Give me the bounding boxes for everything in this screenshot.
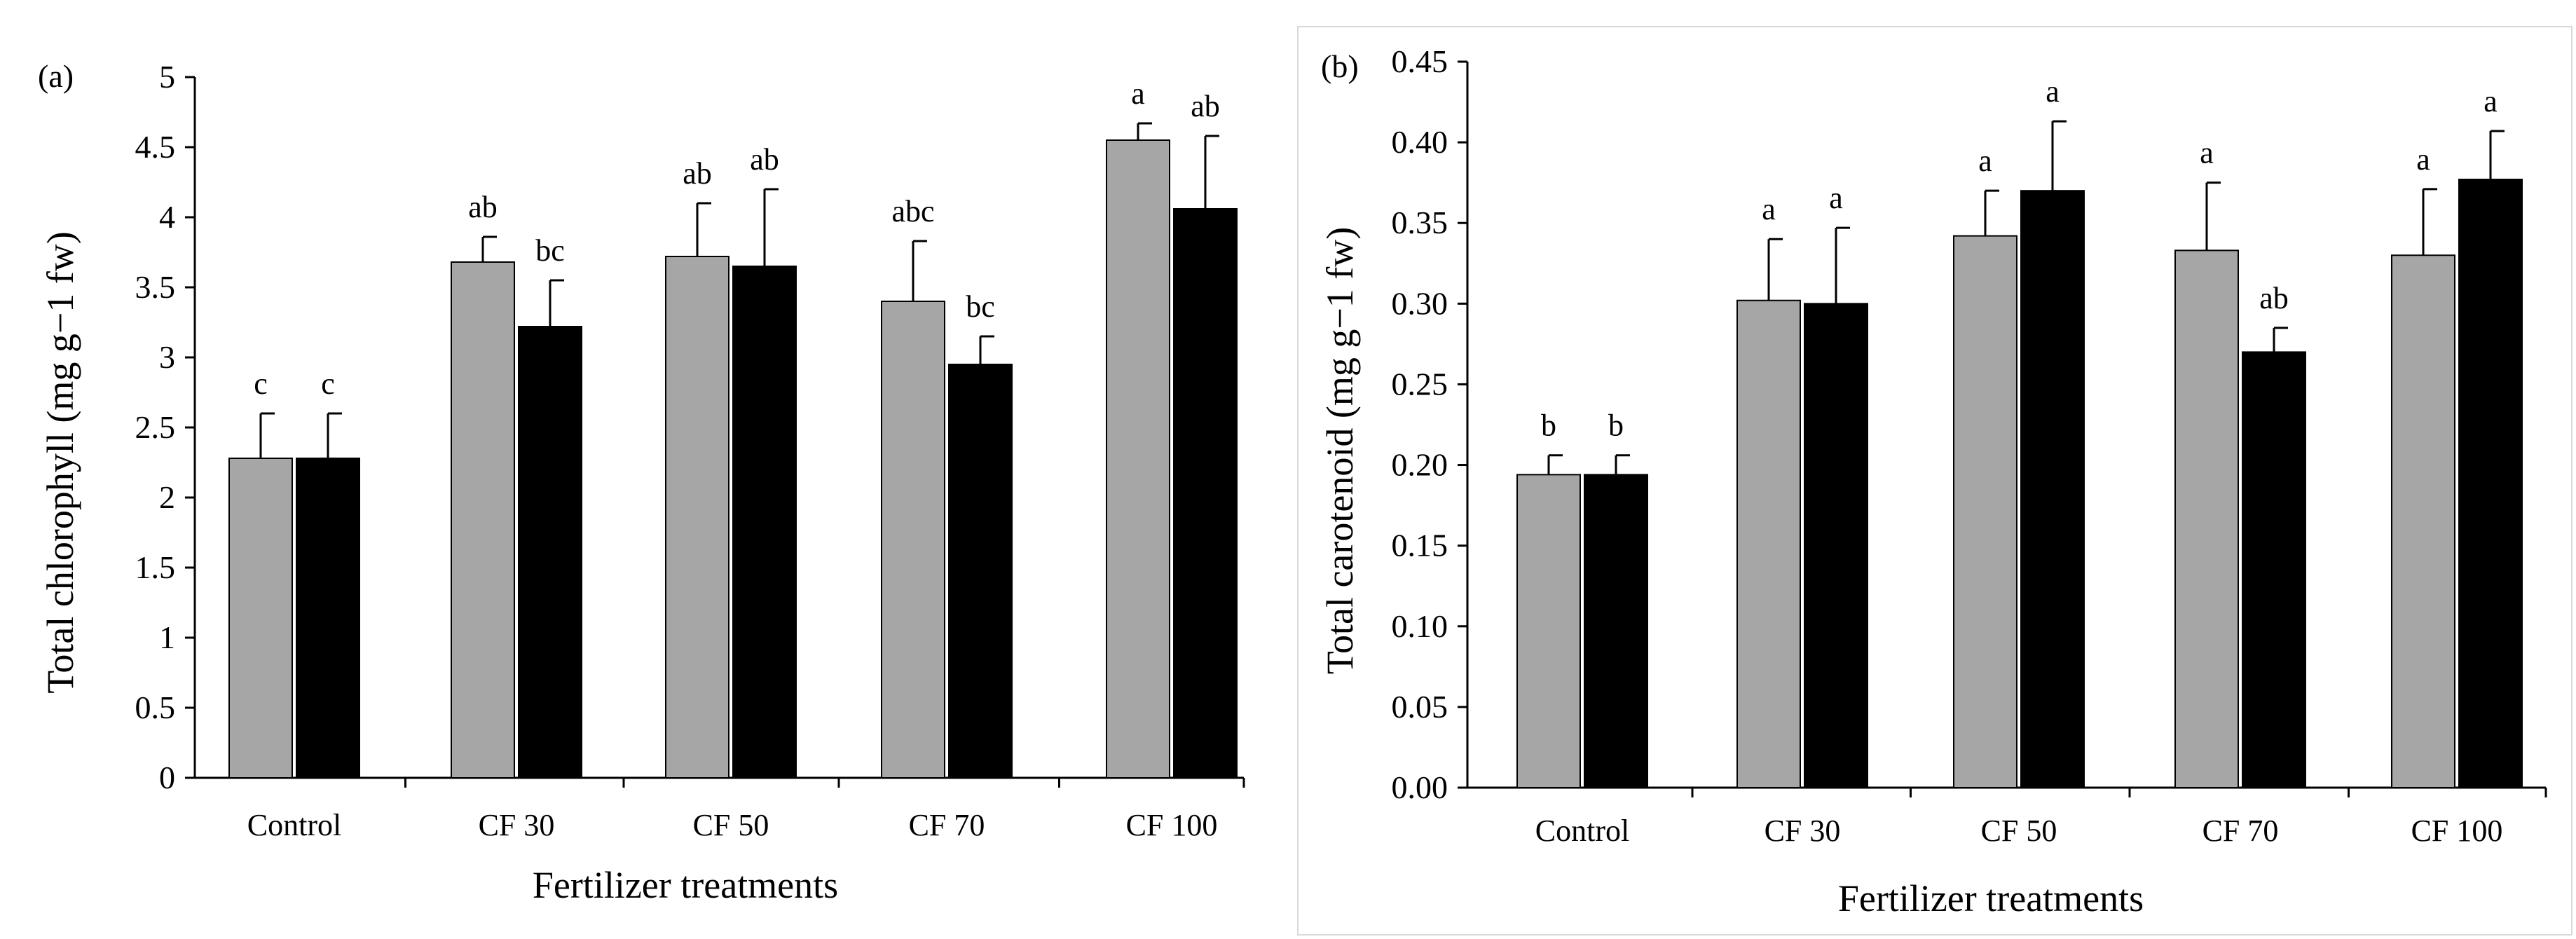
- panel-b-bar: [1516, 474, 1581, 788]
- panel-a-y-tick-label: 5: [159, 59, 175, 95]
- panel-a-bar: [665, 256, 729, 779]
- panel-a-bar: [1173, 208, 1238, 779]
- panel-a-y-tick-label: 2: [159, 479, 175, 515]
- panel-b-x-tick-label: CF 30: [1765, 814, 1841, 848]
- panel-b-y-tick-label: 0.45: [1392, 43, 1448, 79]
- panel-a-x-tick-label: Control: [247, 808, 341, 842]
- panel-a-significance-label: a: [1131, 76, 1145, 111]
- panel-b-border: [1297, 26, 2572, 935]
- panel-b-x-tick-label: CF 50: [1981, 814, 2057, 848]
- panel-a-bar: [296, 458, 360, 779]
- panel-a-y-tick-label: 4: [159, 199, 175, 235]
- panel-a-x-tick-label: CF 30: [479, 808, 555, 842]
- panel-a-y-tick-label: 1.5: [135, 549, 176, 585]
- panel-a-chart: 0 0.5 1 1.5 2 2.5 3 3.5 4 4.5 5 Control CF 30 CF 50 CF…: [135, 59, 1245, 842]
- panel-b-bar: [2020, 190, 2085, 788]
- panel-a-x-tick-label: CF 100: [1126, 808, 1218, 842]
- panel-b-x-axis-title: Fertilizer treatments: [1838, 877, 2144, 919]
- panel-a-significance-label: bc: [535, 233, 565, 268]
- panel-a-significance-label: c: [254, 366, 268, 401]
- panel-a-bar: [451, 261, 515, 779]
- panel-a-bar: [948, 364, 1013, 779]
- panel-b-y-axis-title: Total carotenoid (mg g−1 fw): [1319, 227, 1361, 674]
- panel-a-significance-label: ab: [750, 142, 779, 177]
- panel-b-y-tick-label: 0.35: [1392, 205, 1448, 240]
- panel-a-label: (a): [38, 58, 74, 94]
- panel-b-significance-label: b: [1541, 409, 1556, 443]
- panel-b-y-tick-label: 0.05: [1392, 689, 1448, 725]
- panel-b-significance-label: a: [1762, 192, 1776, 226]
- panel-a-bar: [1106, 139, 1170, 779]
- panel-b-significance-label: ab: [2259, 281, 2289, 315]
- panel-a-x-tick-label: CF 70: [909, 808, 985, 842]
- panel-a-x-axis-title: Fertilizer treatments: [533, 864, 838, 906]
- panel-b-significance-label: a: [1829, 181, 1843, 215]
- panel-a-bar: [732, 266, 797, 779]
- panel-b-y-tick-label: 0.10: [1392, 608, 1448, 644]
- panel-a-y-tick-label: 2.5: [135, 409, 176, 445]
- panel-a-x-tick-label: CF 50: [693, 808, 769, 842]
- panel-b-bar: [1584, 474, 1648, 788]
- panel-b-bar: [2458, 179, 2523, 789]
- panel-b-significance-label: a: [2483, 84, 2498, 118]
- panel-b-y-tick-label: 0.40: [1392, 124, 1448, 160]
- panel-a-significance-label: c: [321, 366, 335, 401]
- panel-b-bar: [1953, 235, 2017, 788]
- panel-a-bar: [881, 301, 945, 779]
- panel-b-y-tick-label: 0.25: [1392, 366, 1448, 402]
- panel-a-y-tick-label: 3: [159, 339, 175, 375]
- panel-a-bar: [518, 326, 582, 779]
- panel-b-x-tick-label: Control: [1535, 814, 1629, 848]
- panel-a-y-tick-label: 4.5: [135, 129, 176, 165]
- panel-b-bar: [2391, 254, 2455, 788]
- panel-a-significance-label: ab: [468, 190, 498, 224]
- panel-a-significance-label: ab: [683, 156, 712, 191]
- panel-b-significance-label: a: [2046, 74, 2060, 109]
- panel-b-y-tick-label: 0.30: [1392, 285, 1448, 321]
- panel-b-significance-label: b: [1608, 409, 1624, 443]
- panel-b-bar: [1736, 299, 1801, 788]
- panel-a-y-axis-title: Total chlorophyll (mg g−1 fw): [39, 231, 81, 694]
- panel-a-y-tick-label: 3.5: [135, 269, 176, 305]
- panel-b-y-tick-label: 0.00: [1392, 769, 1448, 805]
- panel-b-bar: [2242, 351, 2306, 788]
- panel-b-chart: 0.00 0.05 0.10 0.15 0.20 0.25 0.30 0.35 0.40 0.45…: [1392, 43, 2547, 848]
- panel-b-bar: [2174, 249, 2239, 788]
- panel-b-y-tick-label: 0.15: [1392, 528, 1448, 563]
- panel-b-significance-label: a: [1978, 144, 1992, 178]
- panel-b-significance-label: a: [2416, 142, 2430, 177]
- panel-a-y-tick-label: 0: [159, 760, 175, 795]
- panel-a-y-tick-label: 1: [159, 619, 175, 655]
- panel-a-bar: [228, 458, 293, 779]
- panel-b-y-tick-label: 0.20: [1392, 447, 1448, 483]
- panel-b-x-tick-label: CF 70: [2202, 814, 2279, 848]
- panel-a-significance-label: abc: [891, 194, 934, 228]
- panel-a-significance-label: ab: [1191, 89, 1220, 123]
- panel-b-label: (b): [1321, 48, 1359, 84]
- panel-a-significance-label: bc: [966, 289, 995, 324]
- panel-b-significance-label: a: [2200, 136, 2214, 170]
- panel-a-y-tick-label: 0.5: [135, 690, 176, 725]
- panel-b-x-tick-label: CF 100: [2411, 814, 2503, 848]
- panel-b-bar: [1804, 303, 1868, 789]
